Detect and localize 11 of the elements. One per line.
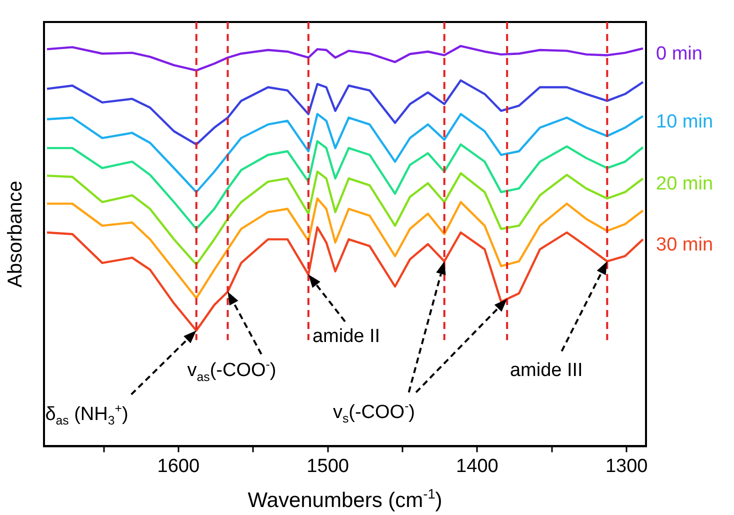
- series-label: 20 min: [656, 174, 714, 195]
- annotation: amide II: [312, 326, 380, 347]
- x-tick-label: 1500: [306, 456, 349, 477]
- y-axis-title: Absorbance: [4, 180, 27, 288]
- annotation: amide III: [510, 360, 583, 382]
- series-label: 10 min: [656, 111, 714, 132]
- series-label: 0 min: [656, 44, 702, 65]
- series-label: 30 min: [656, 234, 714, 256]
- x-tick-label: 1300: [605, 456, 648, 477]
- x-tick-label: 1400: [456, 456, 498, 477]
- x-tick-label: 1600: [157, 456, 200, 477]
